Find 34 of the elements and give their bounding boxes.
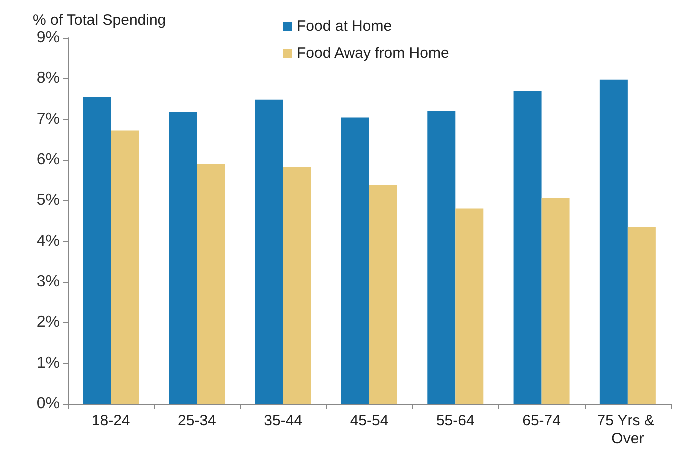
y-tick-label: 7% xyxy=(36,110,60,128)
y-tick-label: 6% xyxy=(36,152,60,168)
y-tick-label: 8% xyxy=(36,70,60,88)
bar xyxy=(370,185,398,404)
bar xyxy=(342,118,370,404)
bar xyxy=(600,80,628,404)
bar xyxy=(456,208,484,404)
bar xyxy=(428,111,456,404)
y-tick-label: 9% xyxy=(36,30,60,46)
bar xyxy=(111,130,140,404)
x-tick-label: 18-24 xyxy=(92,412,130,430)
y-tick-label: 3% xyxy=(36,274,60,290)
bar xyxy=(542,198,570,404)
x-tick-label: 75 Yrs & Over xyxy=(597,412,659,448)
bar xyxy=(283,167,312,404)
bar xyxy=(628,228,656,404)
y-tick-label: 0% xyxy=(36,396,60,412)
x-tick-label: 55-64 xyxy=(436,412,475,430)
x-tick-label: 35-44 xyxy=(264,412,303,430)
bar xyxy=(169,112,198,404)
bar xyxy=(514,91,542,404)
x-tick-label: 65-74 xyxy=(522,412,561,430)
legend-label: Food Away from Home xyxy=(297,45,450,62)
y-tick-label: 1% xyxy=(36,354,60,372)
y-tick-label: 4% xyxy=(36,232,60,250)
y-tick-label: 2% xyxy=(36,314,60,332)
x-tick-label: 25-34 xyxy=(178,412,216,430)
bar xyxy=(83,96,112,404)
bar xyxy=(255,100,284,404)
y-axis-title: % of Total Spending xyxy=(33,12,166,29)
y-tick-label: 5% xyxy=(36,192,60,210)
x-tick-label: 45-54 xyxy=(350,412,389,430)
bar xyxy=(197,164,226,404)
legend-label: Food at Home xyxy=(297,18,392,35)
